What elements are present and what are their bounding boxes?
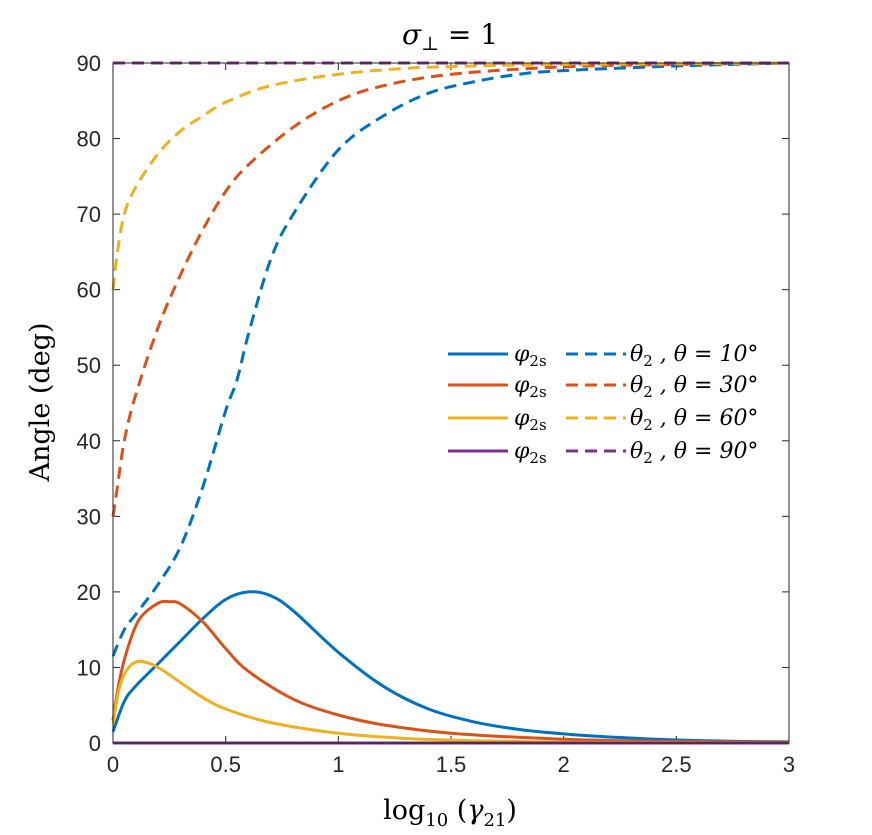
xlabel-gamma-sub: 21 — [483, 810, 506, 831]
title-sigma-sub: ⊥ — [421, 33, 439, 55]
x-axis-label: log10 (γ21) — [383, 795, 517, 831]
legend-entry: φ2s θ2 , θ = 90° — [448, 439, 758, 467]
xlabel-close: ) — [506, 795, 517, 826]
xlabel-open: ( — [448, 795, 467, 826]
y-tick-label: 0 — [89, 731, 101, 756]
plot-frame — [112, 62, 790, 744]
series-line-phi-10 — [111, 590, 790, 744]
x-tick-label: 1.5 — [436, 752, 467, 777]
x-tick-label: 0.5 — [210, 752, 241, 777]
legend-theta-label: θ2 , θ = 30° — [630, 373, 758, 401]
legend: φ2s θ2 , θ = 10° φ2s θ2 , θ = 30° φ2s θ2… — [448, 342, 758, 467]
x-tick-label: 1 — [332, 752, 344, 777]
y-tick-label: 60 — [77, 278, 101, 303]
y-axis-label: Angle (deg) — [25, 323, 56, 483]
x-tick-label: 2 — [558, 752, 570, 777]
legend-phi-label: φ2s — [514, 342, 547, 370]
legend-theta-label: θ2 , θ = 90° — [630, 439, 758, 467]
legend-phi-label: φ2s — [514, 373, 547, 401]
y-tick-label: 50 — [77, 353, 101, 378]
xlabel-gamma: γ — [467, 795, 484, 826]
xlabel-fn: log — [383, 795, 425, 826]
series-line-theta-10 — [111, 61, 790, 657]
x-tick-label: 3 — [783, 752, 795, 777]
series-line-theta-30 — [111, 61, 790, 517]
legend-entry: φ2s θ2 , θ = 10° — [448, 342, 758, 370]
y-tick-label: 40 — [77, 429, 101, 454]
y-tick-label: 70 — [77, 202, 101, 227]
title-sigma: σ — [402, 18, 422, 51]
y-tick-label: 10 — [77, 655, 101, 680]
xlabel-fn-sub: 10 — [425, 810, 448, 831]
legend-theta-label: θ2 , θ = 10° — [630, 342, 758, 370]
legend-entry: φ2s θ2 , θ = 60° — [448, 406, 758, 434]
chart-title: σ⊥ = 1 — [402, 18, 498, 55]
legend-theta-label: θ2 , θ = 60° — [630, 406, 758, 434]
series-line-phi-30 — [111, 599, 790, 744]
y-tick-label: 90 — [77, 51, 101, 76]
x-tick-label: 2.5 — [661, 752, 692, 777]
legend-phi-label: φ2s — [514, 439, 547, 467]
legend-phi-label: φ2s — [514, 406, 547, 434]
series-line-theta-60 — [111, 61, 790, 290]
legend-entry: φ2s θ2 , θ = 30° — [448, 373, 758, 401]
y-tick-label: 30 — [77, 504, 101, 529]
title-rest: = 1 — [439, 18, 498, 51]
y-tick-label: 80 — [77, 127, 101, 152]
y-tick-label: 20 — [77, 580, 101, 605]
x-tick-label: 0 — [107, 752, 119, 777]
